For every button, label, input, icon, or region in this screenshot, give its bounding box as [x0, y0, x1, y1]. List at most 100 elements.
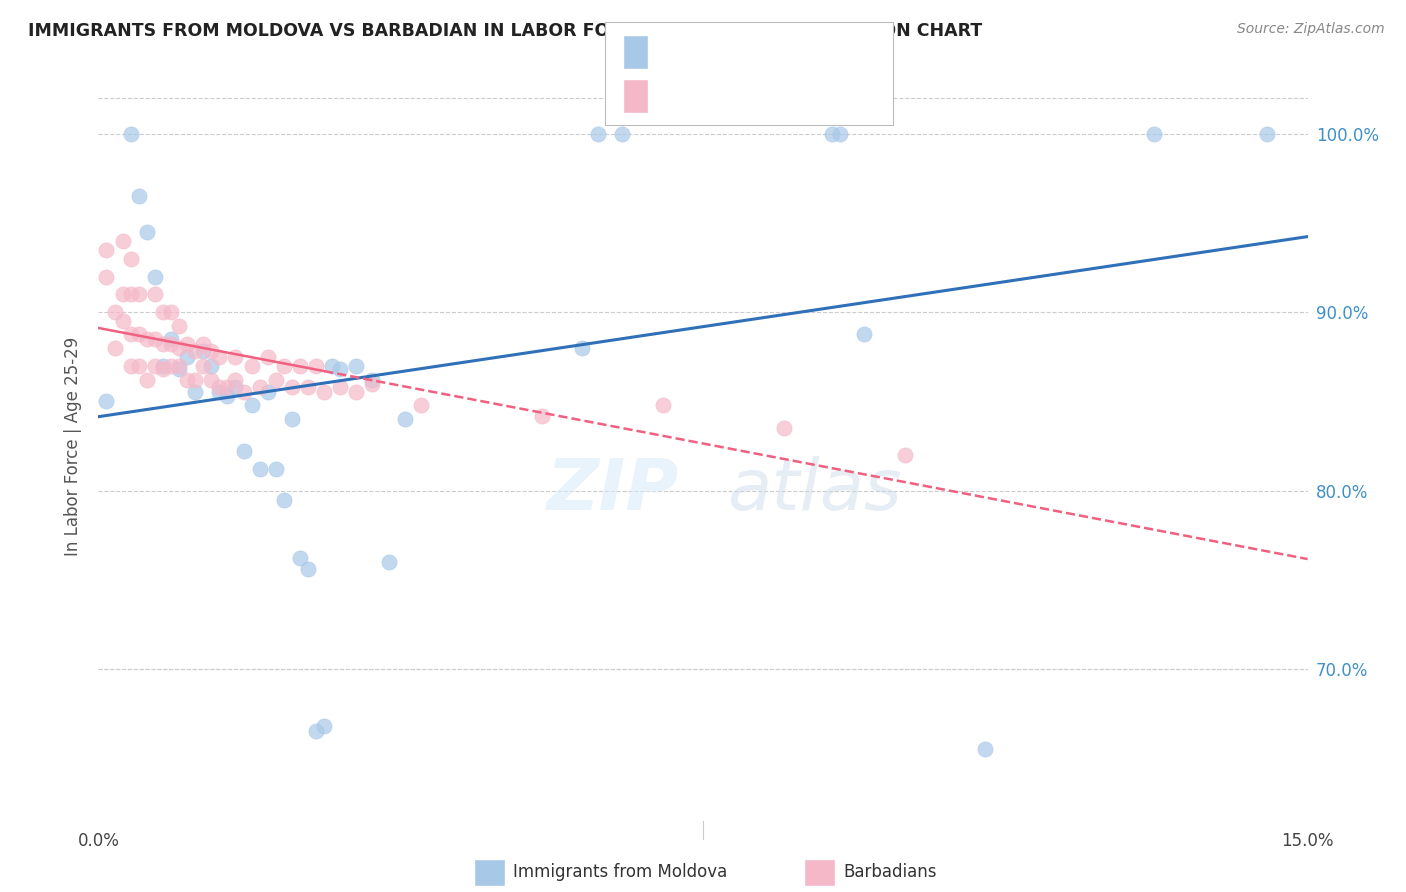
Point	[167, 359, 190, 373]
Text: 0.513: 0.513	[710, 44, 779, 62]
Point	[240, 359, 263, 373]
Point	[281, 380, 304, 394]
Point	[160, 332, 183, 346]
Point	[224, 380, 246, 394]
Point	[377, 555, 399, 569]
Point	[167, 362, 190, 376]
Text: N = 41: N = 41	[794, 44, 862, 62]
Point	[103, 305, 125, 319]
Point	[200, 373, 222, 387]
Point	[256, 350, 278, 364]
Point	[273, 359, 295, 373]
Point	[208, 350, 231, 364]
Point	[651, 398, 673, 412]
Point	[160, 305, 183, 319]
Point	[329, 362, 352, 376]
Point	[344, 359, 367, 373]
Point	[217, 380, 239, 394]
Point	[344, 385, 367, 400]
Point	[361, 373, 384, 387]
Text: atlas: atlas	[727, 457, 901, 525]
Point	[828, 127, 851, 141]
Point	[409, 398, 432, 412]
Point	[111, 314, 134, 328]
Text: -0.030: -0.030	[710, 88, 775, 106]
Point	[184, 385, 207, 400]
Point	[217, 389, 239, 403]
Point	[232, 385, 254, 400]
Point	[128, 326, 150, 341]
Point	[974, 742, 997, 756]
Text: R =: R =	[657, 88, 688, 106]
Point	[167, 319, 190, 334]
Point	[1256, 127, 1278, 141]
Point	[176, 337, 198, 351]
Point	[128, 287, 150, 301]
Text: IMMIGRANTS FROM MOLDOVA VS BARBADIAN IN LABOR FORCE | AGE 25-29 CORRELATION CHAR: IMMIGRANTS FROM MOLDOVA VS BARBADIAN IN …	[28, 22, 983, 40]
Point	[361, 376, 384, 391]
Point	[821, 127, 844, 141]
Point	[329, 380, 352, 394]
Point	[288, 551, 311, 566]
Point	[176, 350, 198, 364]
Point	[305, 359, 328, 373]
Point	[1143, 127, 1166, 141]
Point	[249, 380, 271, 394]
Point	[152, 337, 174, 351]
Point	[96, 394, 118, 409]
Point	[264, 373, 287, 387]
Point	[232, 444, 254, 458]
Point	[143, 287, 166, 301]
Point	[111, 287, 134, 301]
Point	[240, 398, 263, 412]
Point	[143, 332, 166, 346]
Point	[530, 409, 553, 423]
Point	[893, 448, 915, 462]
Point	[111, 234, 134, 248]
Y-axis label: In Labor Force | Age 25-29: In Labor Force | Age 25-29	[65, 336, 83, 556]
Point	[120, 287, 142, 301]
Point	[120, 326, 142, 341]
Point	[135, 332, 157, 346]
Point	[120, 359, 142, 373]
Point	[314, 385, 336, 400]
Text: Source: ZipAtlas.com: Source: ZipAtlas.com	[1237, 22, 1385, 37]
Point	[208, 380, 231, 394]
Point	[264, 462, 287, 476]
Point	[297, 380, 319, 394]
Point	[152, 362, 174, 376]
Point	[273, 492, 295, 507]
Point	[853, 326, 876, 341]
Point	[256, 385, 278, 400]
Point	[176, 373, 198, 387]
Text: Immigrants from Moldova: Immigrants from Moldova	[513, 863, 727, 881]
Point	[571, 341, 593, 355]
Point	[297, 562, 319, 576]
Point	[288, 359, 311, 373]
Point	[305, 724, 328, 739]
Point	[321, 359, 343, 373]
Point	[224, 350, 246, 364]
Point	[193, 359, 215, 373]
Point	[612, 127, 634, 141]
Point	[152, 305, 174, 319]
Point	[193, 344, 215, 359]
Point	[160, 359, 183, 373]
Point	[184, 373, 207, 387]
Point	[128, 189, 150, 203]
Point	[143, 269, 166, 284]
Point	[224, 373, 246, 387]
Text: N = 60: N = 60	[794, 88, 862, 106]
Point	[772, 421, 794, 435]
Point	[208, 385, 231, 400]
Point	[167, 341, 190, 355]
Point	[143, 359, 166, 373]
Text: ZIP: ZIP	[547, 457, 679, 525]
Point	[135, 373, 157, 387]
Point	[394, 412, 416, 426]
Point	[200, 344, 222, 359]
Point	[120, 127, 142, 141]
Point	[96, 269, 118, 284]
Text: Barbadians: Barbadians	[844, 863, 938, 881]
Point	[152, 359, 174, 373]
